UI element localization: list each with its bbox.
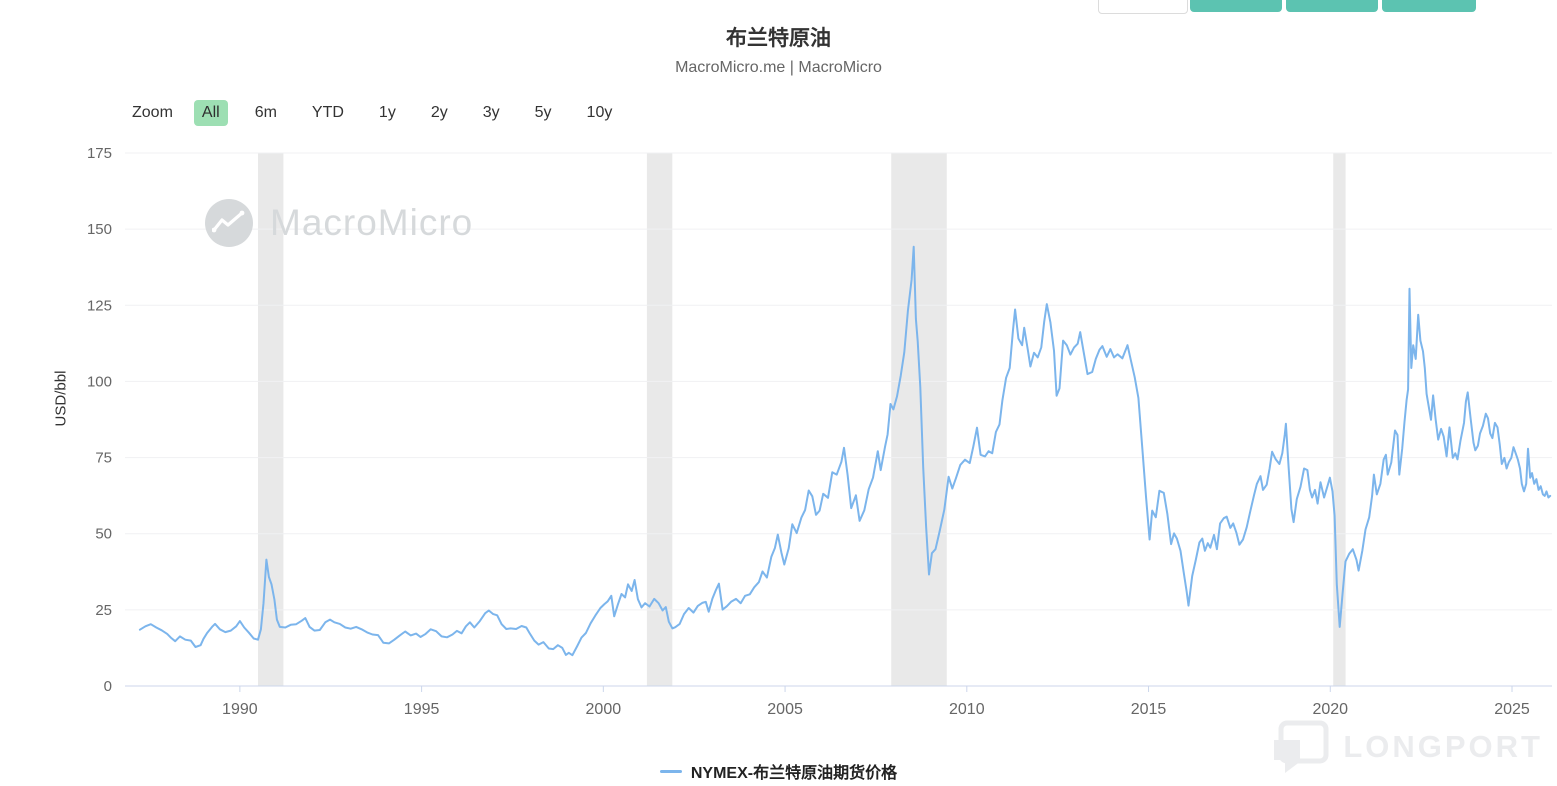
zoom-button-2y[interactable]: 2y	[430, 104, 448, 121]
y-tick-label: 150	[87, 221, 112, 238]
watermark-text: MacroMicro	[270, 202, 474, 243]
longport-logo-icon	[1274, 720, 1329, 773]
zoom-button-5y[interactable]: 5y	[534, 104, 552, 121]
x-tick-label: 2015	[1131, 701, 1167, 718]
x-tick-label: 2020	[1312, 701, 1348, 718]
zoom-button-10y[interactable]: 10y	[586, 104, 613, 121]
chart-subtitle: MacroMicro.me | MacroMicro	[675, 59, 882, 76]
zoom-button-3y[interactable]: 3y	[482, 104, 500, 121]
y-tick-label: 175	[87, 145, 112, 162]
y-tick-label: 0	[104, 678, 112, 695]
x-tick-label: 2010	[949, 701, 985, 718]
price-line	[138, 245, 1552, 657]
x-tick-label: 1995	[404, 701, 440, 718]
zoom-label: Zoom	[132, 104, 173, 121]
page-title: 布兰特原油	[726, 27, 831, 50]
x-tick-label: 1990	[222, 701, 258, 718]
recession-band	[891, 153, 947, 686]
legend-label: NYMEX-布兰特原油期货价格	[690, 765, 898, 782]
y-tick-label: 25	[95, 602, 112, 619]
longport-watermark: LONGPORT	[1271, 720, 1543, 774]
y-tick-label: 50	[95, 526, 112, 543]
toolbar-button-1[interactable]	[1098, 0, 1188, 14]
toolbar-button-4[interactable]	[1382, 0, 1476, 12]
zoom-button-6m[interactable]: 6m	[254, 104, 277, 121]
y-tick-label: 100	[87, 373, 112, 390]
toolbar-button-3[interactable]	[1286, 0, 1378, 12]
y-axis-title: USD/bbl	[52, 370, 70, 427]
y-tick-label: 75	[95, 450, 112, 467]
zoom-button-1y[interactable]: 1y	[378, 104, 396, 121]
legend-item[interactable]: NYMEX-布兰特原油期货价格	[0, 759, 1557, 783]
longport-text: LONGPORT	[1343, 729, 1543, 764]
x-tick-label: 2005	[767, 701, 803, 718]
x-tick-label: 2000	[586, 701, 622, 718]
recession-band	[258, 153, 284, 686]
macromicro-watermark: MacroMicro	[205, 199, 473, 247]
zoom-button-ytd[interactable]: YTD	[311, 104, 344, 121]
zoom-bar: Zoom All 6m YTD 1y 2y 3y 5y 10y	[132, 100, 620, 126]
toolbar-button-2[interactable]	[1190, 0, 1282, 12]
x-tick-label: 2025	[1494, 701, 1530, 718]
recession-band	[1333, 153, 1346, 686]
y-tick-label: 125	[87, 297, 112, 314]
macromicro-logo-icon	[205, 199, 253, 247]
legend-marker	[659, 769, 682, 773]
zoom-button-all[interactable]: All	[193, 100, 228, 126]
recession-band	[646, 153, 673, 686]
